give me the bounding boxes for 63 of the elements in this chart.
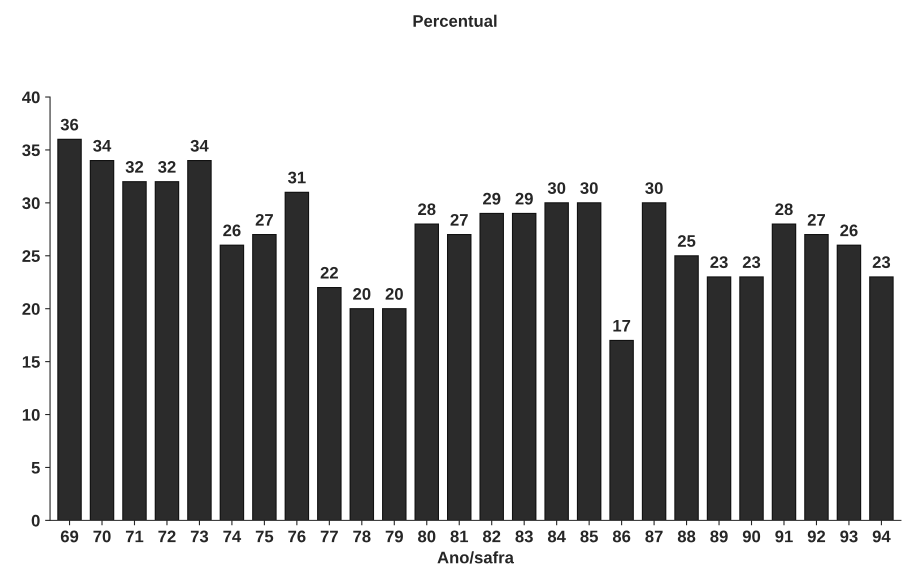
x-tick-label: 74 <box>223 530 242 542</box>
data-label: 28 <box>418 203 436 216</box>
y-tick-label: 0 <box>32 514 40 527</box>
x-tick-label: 91 <box>775 530 793 542</box>
y-tick-label: 15 <box>22 356 40 368</box>
data-label: 29 <box>516 192 533 205</box>
x-axis-title: Ano/safra <box>437 551 514 564</box>
data-label: 23 <box>710 256 728 268</box>
data-label: 36 <box>60 118 78 131</box>
x-tick-label: 87 <box>645 530 663 542</box>
x-tick-label: 93 <box>840 530 858 542</box>
data-label: 22 <box>320 266 338 279</box>
y-tick-label: 10 <box>22 408 40 421</box>
x-tick-label: 71 <box>126 530 144 542</box>
x-tick-label: 92 <box>808 530 826 542</box>
x-tick-label: 69 <box>60 530 78 542</box>
data-label: 30 <box>548 182 566 194</box>
data-label: 32 <box>158 161 176 173</box>
x-tick-label: 70 <box>93 530 111 542</box>
data-label: 26 <box>223 224 241 236</box>
data-label: 23 <box>872 256 890 268</box>
x-tick-label: 72 <box>158 530 176 542</box>
data-label: 31 <box>288 172 306 184</box>
x-tick-label: 82 <box>482 530 500 542</box>
data-label: 23 <box>742 256 760 268</box>
data-label: 29 <box>483 192 500 205</box>
y-tick-label: 20 <box>22 303 40 315</box>
x-tick-label: 90 <box>742 530 760 542</box>
data-label: 27 <box>808 214 825 226</box>
data-label: 30 <box>580 182 598 194</box>
x-tick-label: 83 <box>515 530 533 542</box>
x-tick-label: 76 <box>288 530 306 542</box>
x-tick-label: 84 <box>548 530 566 542</box>
chart-title: Percentual <box>414 14 496 27</box>
data-label: 20 <box>386 288 403 300</box>
y-tick-label: 25 <box>22 250 40 262</box>
data-label: 25 <box>678 235 696 247</box>
y-tick-label: 40 <box>22 91 40 104</box>
x-tick-label: 94 <box>872 530 891 542</box>
x-tick-label: 89 <box>710 530 728 542</box>
data-label: 27 <box>256 214 273 226</box>
x-tick-label: 88 <box>678 530 696 542</box>
data-label: 17 <box>613 320 630 332</box>
data-label: 20 <box>353 288 370 300</box>
x-tick-label: 77 <box>320 530 338 542</box>
data-label: 30 <box>645 182 663 194</box>
x-tick-label: 75 <box>256 530 274 542</box>
data-label: 32 <box>126 161 144 173</box>
x-tick-label: 78 <box>353 530 371 542</box>
data-label: 26 <box>840 224 858 236</box>
y-tick-label: 5 <box>32 462 40 474</box>
x-tick-label: 85 <box>580 530 598 542</box>
x-tick-label: 80 <box>418 530 436 542</box>
data-label: 34 <box>190 140 209 152</box>
y-tick-label: 30 <box>22 197 40 210</box>
x-tick-label: 81 <box>450 530 468 542</box>
data-label: 28 <box>775 203 793 216</box>
x-tick-label: 86 <box>612 530 630 542</box>
data-label: 34 <box>93 140 112 152</box>
y-tick-label: 35 <box>22 144 40 156</box>
data-label: 27 <box>450 214 468 226</box>
x-tick-label: 73 <box>190 530 208 542</box>
x-tick-label: 79 <box>386 530 403 542</box>
